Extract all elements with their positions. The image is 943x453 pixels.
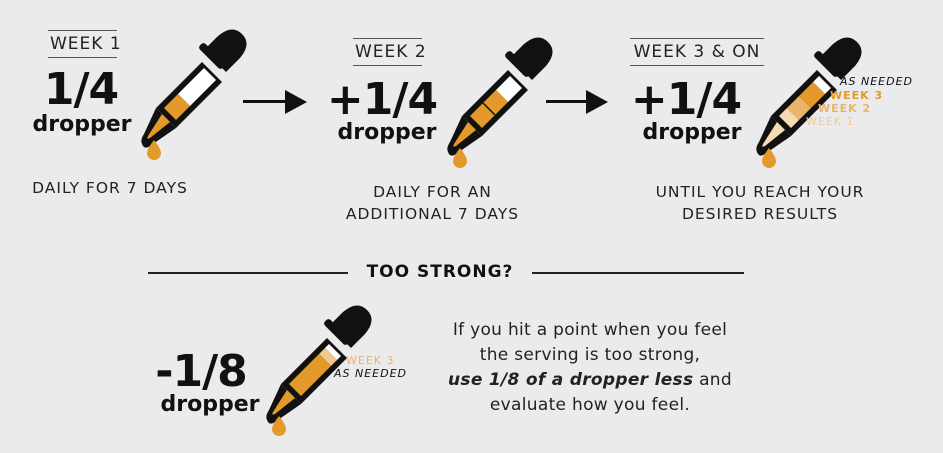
oil-drop-icon (272, 416, 286, 436)
week-2-label: WEEK 2 (353, 38, 426, 66)
explanation-line-3-tail: and (693, 370, 732, 390)
week-2-unit: dropper (337, 120, 437, 145)
week-2-caption-line-2: ADDITIONAL 7 DAYS (345, 205, 520, 223)
explanation-emphasis: use 1/8 of a dropper less (448, 370, 694, 390)
week-3-unit: dropper (642, 120, 742, 145)
arrow-right-icon (243, 89, 307, 115)
dropper-icon (756, 37, 862, 168)
dropper-label-week-2: WEEK 2 (818, 102, 872, 115)
dropper-label-week-1: WEEK 1 (806, 115, 855, 128)
oil-drop-icon (762, 148, 776, 168)
week-2-amount: +1/4 (326, 74, 438, 125)
week-2-caption-line-1: DAILY FOR AN (373, 183, 492, 201)
explanation-line-3: use 1/8 of a dropper less and (410, 368, 770, 393)
oil-drop-icon (147, 140, 161, 160)
dropper-label-week-3: WEEK 3 (346, 354, 395, 367)
dropper-label-as-needed: AS NEEDED (840, 75, 914, 88)
too-strong-amount: -1/8 (155, 346, 248, 397)
week-1-caption: DAILY FOR 7 DAYS (32, 179, 188, 197)
week-3-caption-line-2: DESIRED RESULTS (681, 205, 839, 223)
too-strong-explanation: If you hit a point when you feel the ser… (410, 318, 770, 418)
divider-right (532, 272, 744, 274)
dropper-icon (141, 29, 247, 160)
week-3-amount: +1/4 (630, 74, 742, 125)
arrow-right-icon (546, 89, 608, 115)
week-3-caption-line-1: UNTIL YOU REACH YOUR (655, 183, 865, 201)
dropper-label-as-needed: AS NEEDED (334, 367, 408, 380)
oil-drop-icon (453, 148, 467, 168)
divider-left (148, 272, 348, 274)
explanation-line-2: the serving is too strong, (479, 345, 701, 365)
too-strong-heading: TOO STRONG? (366, 262, 514, 282)
dropper-icon (447, 37, 553, 168)
dropper-icon (266, 305, 372, 436)
week-1-unit: dropper (32, 112, 132, 137)
week-3-label: WEEK 3 & ON (630, 38, 764, 66)
week-1-label: WEEK 1 (48, 30, 121, 58)
too-strong-unit: dropper (160, 392, 260, 417)
dropper-label-week-3: WEEK 3 (830, 89, 884, 102)
explanation-line-1: If you hit a point when you feel (452, 320, 728, 340)
explanation-line-4: evaluate how you feel. (489, 395, 691, 415)
week-1-amount: 1/4 (43, 64, 119, 115)
